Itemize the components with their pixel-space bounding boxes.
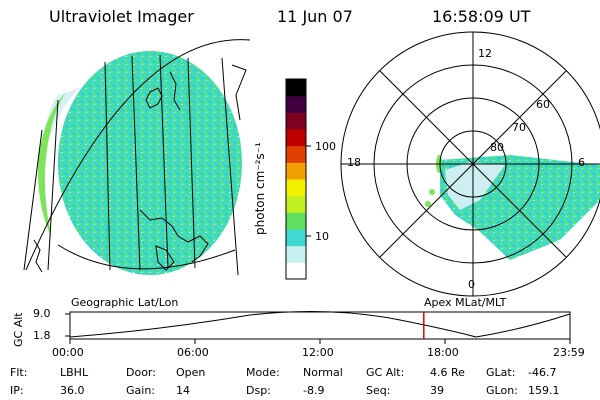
lat-label-70: 70 [512, 121, 526, 134]
time-tick-label: 23:59 [553, 346, 585, 359]
colorbar-segment [286, 195, 306, 213]
info-value: -8.9 [303, 384, 325, 397]
mlt-label-18: 18 [347, 156, 361, 169]
geographic-caption: Geographic Lat/Lon [71, 296, 179, 309]
mlt-label-12: 12 [478, 47, 492, 60]
info-value: Open [176, 366, 206, 379]
info-value: LBHL [60, 366, 89, 379]
time-tick-label: 12:00 [302, 346, 334, 359]
info-key: Mode: [246, 366, 280, 379]
colorbar-segment [286, 95, 306, 113]
colorbar-segment [286, 129, 306, 147]
colorbar-segment [286, 262, 306, 280]
time-tick-label: 06:00 [177, 346, 209, 359]
page-title: Ultraviolet Imager [49, 7, 194, 26]
info-key: GC Alt: [366, 366, 405, 379]
date-readout: 11 Jun 07 [277, 7, 353, 26]
info-key: Dsp: [246, 384, 271, 397]
colorbar-segment [286, 162, 306, 180]
time-tick-label: 18:00 [427, 346, 459, 359]
colorbar-tick-label: 100 [315, 140, 336, 153]
info-key: Door: [126, 366, 156, 379]
colorbar-tick-label: 10 [315, 230, 329, 243]
info-value: -46.7 [528, 366, 557, 379]
colorbar-segment [286, 245, 306, 263]
colorbar-segment [286, 79, 306, 97]
info-key: Flt: [10, 366, 28, 379]
info-value: 159.1 [528, 384, 560, 397]
time-tick-label: 00:00 [52, 346, 84, 359]
time-readout: 16:58:09 UT [432, 7, 531, 26]
colorbar [285, 78, 311, 280]
info-key: GLon: [486, 384, 518, 397]
colorbar-segment [286, 145, 306, 163]
info-value: 39 [430, 384, 444, 397]
apex-caption: Apex MLat/MLT [424, 296, 507, 309]
colorbar-unit-label: photon cm⁻²s⁻¹ [253, 142, 267, 235]
colorbar-segment [286, 212, 306, 230]
mlt-label-0: 0 [468, 278, 475, 291]
altitude-strip [65, 310, 571, 344]
gc-alt-tick-label: 1.8 [33, 329, 51, 342]
polar-plot [340, 31, 600, 297]
lat-label-60: 60 [536, 98, 550, 111]
gc-alt-axis-label: GC Alt [12, 312, 25, 347]
info-value: 36.0 [60, 384, 85, 397]
geographic-image [23, 39, 251, 276]
info-key: Gain: [126, 384, 155, 397]
info-value: Normal [303, 366, 343, 379]
colorbar-segment [286, 179, 306, 197]
lat-label-80: 80 [490, 141, 504, 154]
info-key: IP: [10, 384, 24, 397]
mlt-label-6: 6 [578, 156, 585, 169]
info-value: 14 [176, 384, 190, 397]
info-key: GLat: [486, 366, 516, 379]
info-value: 4.6 Re [430, 366, 465, 379]
colorbar-segment [286, 112, 306, 130]
info-key: Seq: [366, 384, 391, 397]
colorbar-segment [286, 229, 306, 247]
gc-alt-tick-label: 9.0 [33, 307, 51, 320]
